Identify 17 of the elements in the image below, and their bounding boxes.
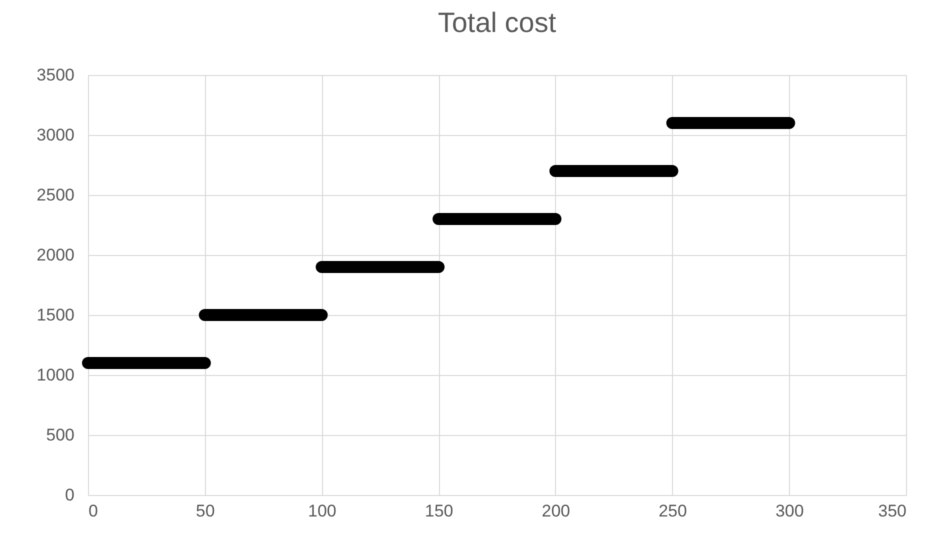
x-tick-label: 0 xyxy=(88,502,98,520)
x-tick-label: 150 xyxy=(424,502,454,520)
chart-title: Total cost xyxy=(438,7,556,38)
x-tick-label: 50 xyxy=(196,502,215,520)
x-tick-label: 200 xyxy=(542,502,570,520)
x-tick-label: 300 xyxy=(775,502,804,520)
y-tick-label: 1500 xyxy=(36,306,74,324)
y-tick-label: 3000 xyxy=(36,126,74,144)
y-tick-label: 3500 xyxy=(36,66,74,84)
y-tick-label: 0 xyxy=(65,486,74,504)
y-tick-label: 2500 xyxy=(36,186,74,204)
y-tick-label: 500 xyxy=(46,426,74,444)
y-tick-label: 1000 xyxy=(36,366,74,384)
x-tick-label: 100 xyxy=(308,502,336,520)
x-tick-label: 250 xyxy=(658,502,687,520)
y-tick-label: 2000 xyxy=(36,246,74,264)
x-tick-label: 350 xyxy=(878,502,906,520)
